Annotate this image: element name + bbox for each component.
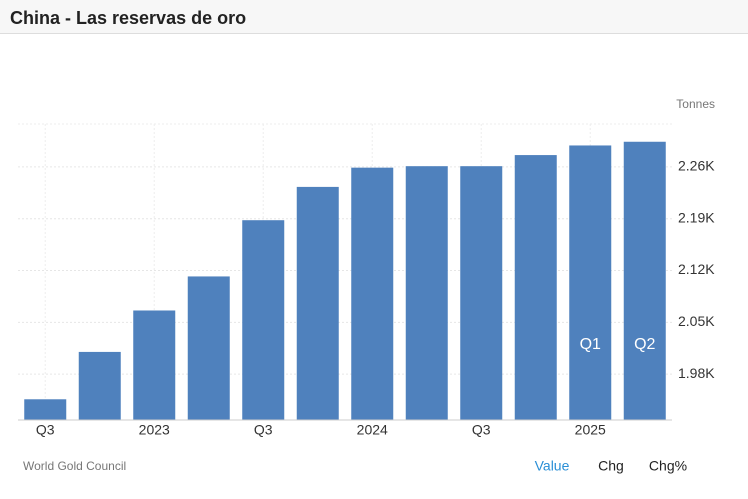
unit-label: Tonnes [676, 97, 715, 111]
bar [460, 166, 503, 420]
y-tick-label: 2.12K [678, 261, 715, 277]
bar [514, 155, 557, 420]
bar [405, 166, 448, 420]
y-tick-label: 2.05K [678, 313, 715, 329]
x-tick-label: Q3 [36, 422, 55, 438]
header-bar [0, 0, 748, 33]
bar [296, 186, 339, 420]
x-tick-label: 2025 [575, 422, 606, 438]
bar [133, 310, 176, 420]
tab-button[interactable]: Chg% [649, 458, 687, 474]
source: World Gold Council [23, 459, 126, 473]
bar [569, 145, 612, 420]
bar-label: Q1 [580, 336, 601, 353]
bar [242, 220, 285, 420]
chart-title: China - Las reservas de oro [10, 8, 246, 28]
bar [78, 351, 121, 420]
tab-button[interactable]: Chg [598, 458, 624, 474]
bar [623, 141, 666, 420]
x-tick-label: Q3 [254, 422, 273, 438]
bar-label: Q2 [634, 336, 655, 353]
x-tick-label: 2023 [139, 422, 170, 438]
bar [187, 276, 230, 420]
bar [351, 167, 394, 420]
y-tick-label: 2.19K [678, 209, 715, 225]
y-tick-label: 2.26K [678, 158, 715, 174]
x-tick-label: Q3 [472, 422, 491, 438]
x-tick-label: 2024 [357, 422, 388, 438]
y-tick-label: 1.98K [678, 365, 715, 381]
bar [24, 399, 67, 420]
tab-button[interactable]: Value [535, 458, 570, 474]
